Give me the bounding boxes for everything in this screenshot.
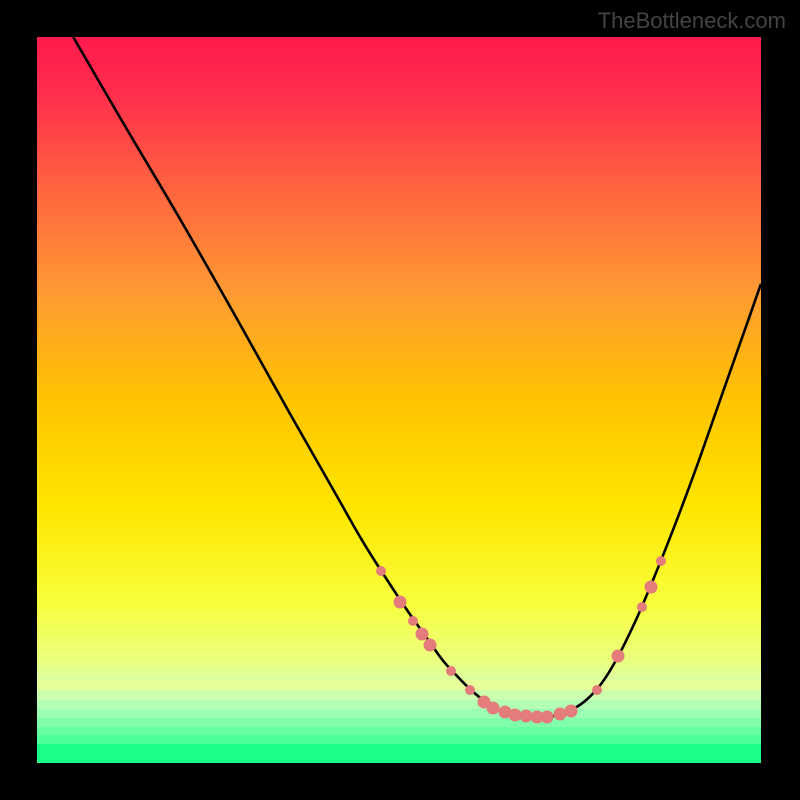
- curve-path: [73, 37, 761, 717]
- data-point-marker: [541, 710, 554, 723]
- plot-area: [37, 37, 761, 763]
- data-point-marker: [592, 685, 602, 695]
- data-point-marker: [408, 616, 418, 626]
- bottleneck-curve: [37, 37, 761, 763]
- watermark-text: TheBottleneck.com: [598, 8, 786, 34]
- data-point-marker: [376, 566, 386, 576]
- data-point-marker: [644, 581, 657, 594]
- data-point-marker: [465, 685, 475, 695]
- plot-frame: [35, 35, 763, 765]
- data-point-marker: [656, 556, 666, 566]
- data-point-marker: [637, 602, 647, 612]
- data-point-marker: [446, 666, 456, 676]
- data-point-marker: [612, 649, 625, 662]
- data-point-marker: [424, 638, 437, 651]
- data-point-marker: [565, 704, 578, 717]
- data-point-marker: [394, 595, 407, 608]
